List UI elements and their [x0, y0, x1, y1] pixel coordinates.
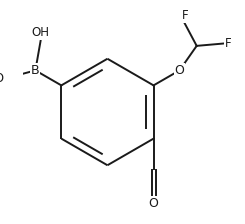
Text: O: O	[174, 64, 184, 77]
Text: OH: OH	[32, 26, 49, 39]
Text: O: O	[149, 197, 159, 210]
Text: F: F	[225, 37, 231, 50]
Text: HO: HO	[0, 72, 5, 85]
Text: B: B	[31, 64, 40, 77]
Text: F: F	[181, 9, 188, 22]
